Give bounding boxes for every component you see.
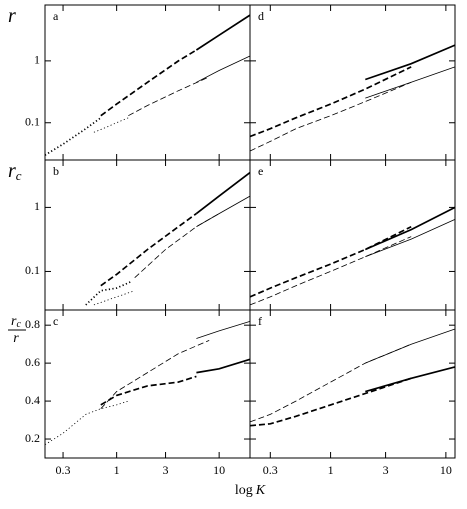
series-line: [44, 400, 129, 446]
series-line: [85, 280, 132, 306]
series-line: [249, 81, 412, 152]
panel-frame: [44, 159, 251, 311]
series-line: [365, 66, 456, 99]
y-axis-label-main: r: [8, 5, 16, 27]
x-axis-label-text: log: [235, 483, 253, 498]
series-line: [249, 225, 412, 298]
series-line: [100, 340, 210, 409]
panel-label: c: [53, 314, 58, 328]
x-tick-label: 3: [163, 463, 169, 477]
series-line: [249, 66, 412, 138]
y-tick-label: 0.2: [25, 431, 40, 445]
x-tick-label: 1: [328, 463, 334, 477]
panel-label: a: [53, 9, 59, 23]
y-tick-label: 1: [34, 199, 40, 213]
series-line: [364, 206, 456, 251]
y-axis-label: r: [8, 5, 16, 27]
series-line: [100, 375, 197, 406]
series-line: [196, 55, 251, 83]
x-tick-label: 0.3: [56, 463, 71, 477]
series-line: [134, 213, 220, 278]
y-tick-label: 0.4: [25, 393, 40, 407]
y-axis-label-main: r: [8, 160, 16, 182]
panel-frame: [249, 159, 456, 311]
y-tick-label: 0.6: [25, 355, 40, 369]
x-axis-label: log K: [235, 483, 266, 498]
series-line: [195, 14, 251, 51]
panel-frame: [44, 309, 251, 459]
series-line: [196, 195, 251, 228]
series-line: [249, 343, 412, 423]
panel-label: b: [53, 164, 59, 178]
x-tick-label: 0.3: [263, 463, 278, 477]
series-line: [44, 117, 102, 156]
y-tick-label: 1: [34, 53, 40, 67]
y-axis-label-sub: c: [16, 168, 22, 183]
series-line: [195, 171, 251, 215]
series-line: [365, 44, 456, 81]
series-line: [249, 236, 412, 306]
panel-frame: [249, 4, 456, 161]
y-axis-label-num-main: r: [11, 314, 17, 329]
series-line: [365, 328, 456, 364]
panel-frame: [249, 309, 456, 459]
panel-label: e: [258, 164, 263, 178]
y-tick-label: 0.1: [25, 263, 40, 277]
panel-label: d: [258, 9, 264, 23]
series-line: [100, 49, 197, 117]
series-line: [93, 117, 129, 133]
x-tick-label: 10: [440, 463, 452, 477]
x-axis-label-var: K: [255, 483, 266, 498]
series-line: [249, 377, 412, 427]
series-line: [365, 219, 456, 258]
y-axis-label-num: rc: [11, 314, 21, 330]
series-line: [128, 76, 210, 117]
x-tick-label: 10: [213, 463, 225, 477]
series-line: [365, 366, 456, 393]
y-axis-label-den: r: [13, 331, 19, 346]
x-tick-label: 1: [114, 463, 120, 477]
series-line: [100, 212, 197, 287]
y-tick-label: 0.8: [25, 317, 40, 331]
panel-label: f: [258, 314, 262, 328]
y-axis-label-num-sub: c: [17, 319, 22, 330]
series-line: [196, 321, 251, 339]
x-tick-label: 3: [383, 463, 389, 477]
y-axis-label: rc: [8, 160, 22, 183]
series-line: [93, 290, 135, 306]
series-line: [196, 358, 251, 374]
y-tick-label: 0.1: [25, 114, 40, 128]
